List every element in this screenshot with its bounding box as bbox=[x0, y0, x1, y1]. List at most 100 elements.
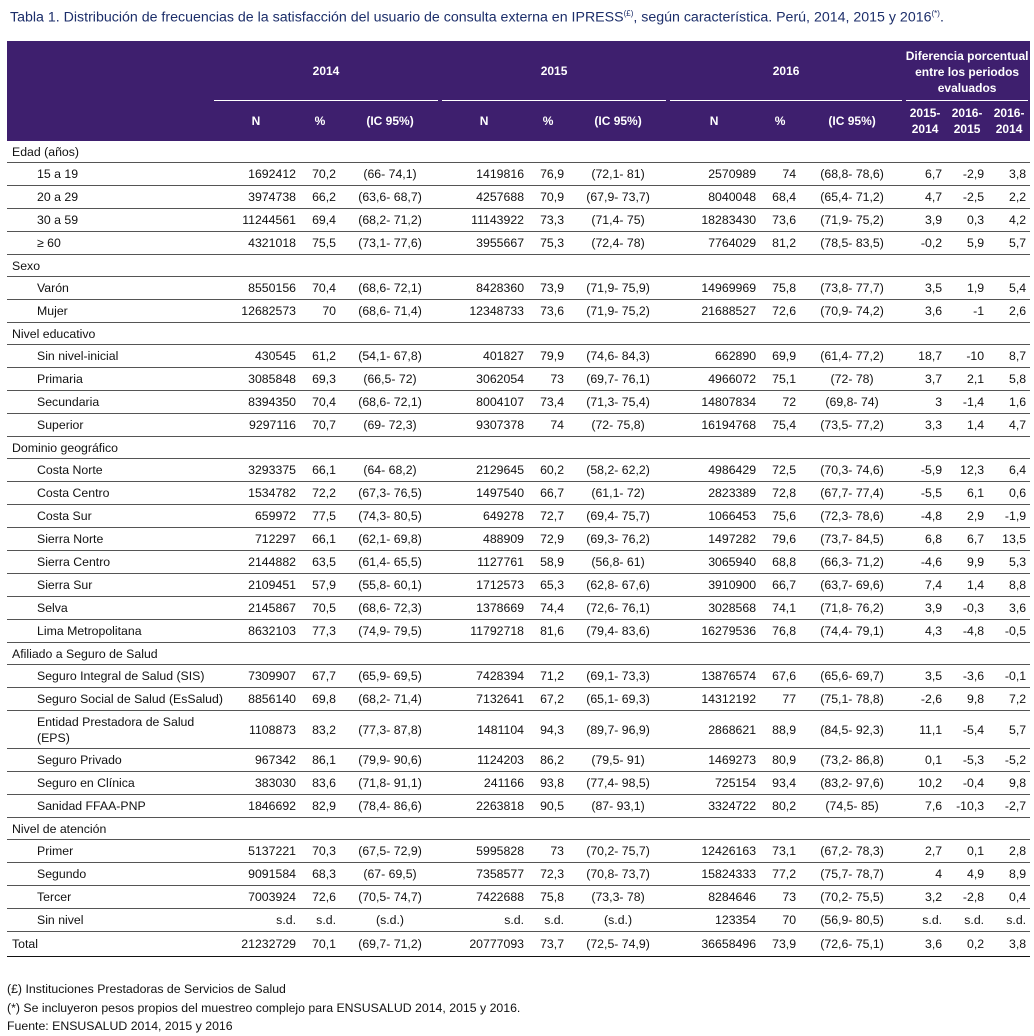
cell-value: (74,4- 79,1) bbox=[800, 619, 905, 643]
cell-value: -3,6 bbox=[946, 664, 989, 688]
cell-value: 2,2 bbox=[988, 185, 1031, 209]
cell-value: 66,7 bbox=[760, 573, 801, 597]
cell-value: 2109451 bbox=[212, 573, 300, 597]
cell-value: (74,6- 84,3) bbox=[568, 344, 669, 368]
cell-value: 67,7 bbox=[300, 664, 340, 688]
cell-value: 73,3 bbox=[528, 208, 569, 232]
cell-value: 63,5 bbox=[300, 550, 340, 574]
row-label: Costa Norte bbox=[7, 458, 212, 482]
cell-value: 9307378 bbox=[440, 413, 529, 437]
cell-value: 3,5 bbox=[904, 664, 947, 688]
cell-value: 0,3 bbox=[946, 208, 989, 232]
cell-value: 13876574 bbox=[668, 664, 761, 688]
cell-value: -4,8 bbox=[946, 619, 989, 643]
cell-value: (70,3- 74,6) bbox=[800, 458, 905, 482]
cell-value: -0,2 bbox=[904, 231, 947, 255]
table-row: Mujer 12682573 70 (68,6- 71,4) 12348733 73,6(… bbox=[7, 299, 1031, 323]
total-cell-value: 20777093 bbox=[440, 931, 529, 957]
cell-value: -2,8 bbox=[946, 885, 989, 909]
group-title: Dominio geográfico bbox=[7, 436, 1031, 459]
cell-value: 75,6 bbox=[760, 504, 801, 528]
cell-value: 9,8 bbox=[946, 687, 989, 711]
cell-value: 73,9 bbox=[528, 276, 569, 300]
cell-value: 1469273 bbox=[668, 748, 761, 772]
cell-value: 6,7 bbox=[904, 162, 947, 186]
table-row: Sin nivel-inicial 430545 61,2 (54,1- 67,8) 4… bbox=[7, 344, 1031, 368]
row-label: 30 a 59 bbox=[7, 208, 212, 232]
cell-value: 71,2 bbox=[528, 664, 569, 688]
cell-value: 967342 bbox=[212, 748, 300, 772]
cell-value: (67,2- 78,3) bbox=[800, 839, 905, 863]
cell-value: 72,3 bbox=[528, 862, 569, 886]
cell-value: (63,7- 69,6) bbox=[800, 573, 905, 597]
cell-value: 76,8 bbox=[760, 619, 801, 643]
cell-value: -1,9 bbox=[988, 504, 1031, 528]
cell-value: 8,9 bbox=[988, 862, 1031, 886]
cell-value: 1,4 bbox=[946, 413, 989, 437]
cell-value: (63,6- 68,7) bbox=[340, 185, 441, 209]
cell-value: (62,1- 69,8) bbox=[340, 527, 441, 551]
cell-value: (s.d.) bbox=[568, 908, 669, 932]
cell-value: 3028568 bbox=[668, 596, 761, 620]
cell-value: 83,6 bbox=[300, 771, 340, 795]
note-weights: (*) Se incluyeron pesos propios del mues… bbox=[7, 1000, 521, 1015]
cell-value: 70 bbox=[760, 908, 801, 932]
cell-value: (66,5- 72) bbox=[340, 367, 441, 391]
row-label: Secundaria bbox=[7, 390, 212, 414]
cell-value: 8,8 bbox=[988, 573, 1031, 597]
cell-value: (68,6- 72,1) bbox=[340, 390, 441, 414]
table-row: Costa Centro 1534782 72,2 (67,3- 76,5) 14975… bbox=[7, 481, 1031, 505]
cell-value: (64- 68,2) bbox=[340, 458, 441, 482]
cell-value: (70,8- 73,7) bbox=[568, 862, 669, 886]
cell-value: 75,8 bbox=[760, 276, 801, 300]
cell-value: 3293375 bbox=[212, 458, 300, 482]
cell-value: 81,6 bbox=[528, 619, 569, 643]
cell-value: 94,3 bbox=[528, 710, 569, 749]
cell-value: (68,2- 71,4) bbox=[340, 687, 441, 711]
table-row: Lima Metropolitana 8632103 77,3 (74,9- 79,5… bbox=[7, 619, 1031, 643]
cell-value: 12682573 bbox=[212, 299, 300, 323]
cell-value: 2,7 bbox=[904, 839, 947, 863]
cell-value: (69,7- 76,1) bbox=[568, 367, 669, 391]
cell-value: (68,6- 72,3) bbox=[340, 596, 441, 620]
cell-value: 8856140 bbox=[212, 687, 300, 711]
cell-value: 77,2 bbox=[760, 862, 801, 886]
total-cell-value: (72,5- 74,9) bbox=[568, 931, 669, 957]
row-label: Sanidad FFAA-PNP bbox=[7, 794, 212, 818]
group-header-row: Sexo bbox=[7, 254, 1031, 277]
cell-value: 1066453 bbox=[668, 504, 761, 528]
row-label: 20 a 29 bbox=[7, 185, 212, 209]
cell-value: 9,8 bbox=[988, 771, 1031, 795]
cell-value: 21688527 bbox=[668, 299, 761, 323]
cell-value: (77,4- 98,5) bbox=[568, 771, 669, 795]
total-cell-value: (69,7- 71,2) bbox=[340, 931, 441, 957]
cell-value: (71,9- 75,2) bbox=[800, 208, 905, 232]
cell-value: 72,5 bbox=[760, 458, 801, 482]
row-label: Mujer bbox=[7, 299, 212, 323]
cell-value: 74,1 bbox=[760, 596, 801, 620]
table-row: 20 a 29 3974738 66,2 (63,6- 68,7) 4257688 70,… bbox=[7, 185, 1031, 209]
cell-value: 3910900 bbox=[668, 573, 761, 597]
cell-value: 2570989 bbox=[668, 162, 761, 186]
cell-value: 712297 bbox=[212, 527, 300, 551]
cell-value: 725154 bbox=[668, 771, 761, 795]
cell-value: 93,4 bbox=[760, 771, 801, 795]
cell-value: 16279536 bbox=[668, 619, 761, 643]
cell-value: (79,9- 90,6) bbox=[340, 748, 441, 772]
cell-value: (56,9- 80,5) bbox=[800, 908, 905, 932]
table-row: Costa Norte 3293375 66,1 (64- 68,2) 2129645 6… bbox=[7, 458, 1031, 482]
cell-value: 73,6 bbox=[760, 208, 801, 232]
cell-value: 1108873 bbox=[212, 710, 300, 749]
group-header-row: Edad (años) bbox=[7, 141, 1031, 163]
cell-value: 7,4 bbox=[904, 573, 947, 597]
cell-value: 2263818 bbox=[440, 794, 529, 818]
cell-value: 69,8 bbox=[300, 687, 340, 711]
caption-superscript-ipress: (£) bbox=[623, 9, 634, 18]
cell-value: 72,9 bbox=[528, 527, 569, 551]
cell-value: 8040048 bbox=[668, 185, 761, 209]
cell-value: 73 bbox=[528, 839, 569, 863]
cell-value: 1534782 bbox=[212, 481, 300, 505]
cell-value: 7422688 bbox=[440, 885, 529, 909]
cell-value: 12426163 bbox=[668, 839, 761, 863]
cell-value: (70,5- 74,7) bbox=[340, 885, 441, 909]
